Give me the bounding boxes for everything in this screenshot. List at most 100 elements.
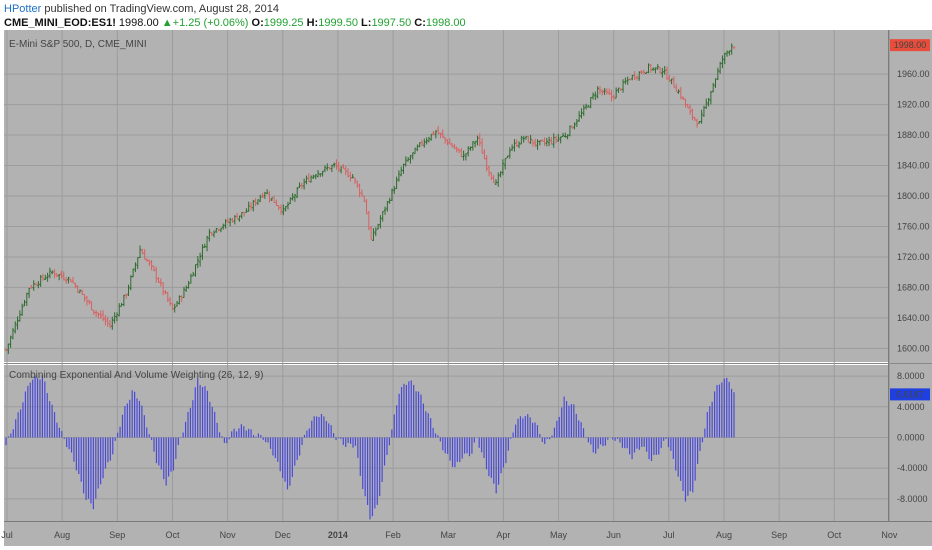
- candle: [261, 192, 264, 199]
- candle: [166, 292, 169, 302]
- candle: [51, 270, 54, 275]
- candle: [256, 199, 260, 205]
- candle: [349, 171, 352, 182]
- candle: [714, 78, 717, 88]
- candle: [554, 135, 558, 144]
- candle: [351, 174, 354, 179]
- candle: [640, 70, 643, 75]
- candle: [584, 103, 588, 110]
- candle: [441, 129, 444, 139]
- candle: [566, 134, 569, 140]
- candle: [62, 271, 65, 281]
- candle: [707, 97, 710, 107]
- candle: [76, 285, 79, 293]
- symbol-label[interactable]: CME_MINI_EOD:ES1!: [4, 17, 116, 29]
- candle: [520, 135, 523, 145]
- candle: [638, 71, 641, 81]
- candle: [471, 141, 475, 151]
- candle: [222, 223, 225, 230]
- time-axis-panel[interactable]: [4, 522, 932, 546]
- oscillator-axis-ticks: -8.0000 -4.0000 0.0000 4.0000 8.0000: [897, 371, 928, 504]
- candle: [728, 50, 731, 56]
- price-axis-panel[interactable]: [888, 30, 932, 521]
- candle: [275, 199, 278, 207]
- time-axis-ticks: Jul Aug Sep Oct Nov Dec 2014 Feb Mar Apr May Jun Jul…: [1, 530, 898, 540]
- last-price: 1998.00: [118, 17, 159, 29]
- candle: [101, 310, 105, 322]
- candle: [252, 199, 255, 212]
- candle: [487, 166, 491, 177]
- author-link[interactable]: HPotter: [4, 3, 42, 15]
- candle: [557, 134, 560, 142]
- candle: [74, 282, 77, 289]
- last-oscillator-tag-text: 5.6187: [896, 389, 924, 399]
- candle: [397, 170, 401, 182]
- candle: [337, 162, 340, 173]
- candle: [9, 335, 12, 348]
- oscillator-pane[interactable]: [4, 365, 888, 521]
- candle: [143, 249, 146, 260]
- candle: [108, 319, 112, 329]
- high-value: 1999.50: [318, 17, 358, 29]
- candle: [663, 65, 666, 75]
- candle: [314, 174, 317, 180]
- time-tick-label: 2014: [328, 530, 348, 540]
- candle: [39, 275, 42, 287]
- candle: [369, 226, 373, 240]
- candle: [420, 139, 424, 147]
- candle: [374, 227, 377, 237]
- open-label: O:: [251, 17, 264, 29]
- chart-canvas[interactable]: 1600.00 1640.00 1680.00 1720.00 1760.00 1800.…: [0, 30, 932, 550]
- time-tick-label: May: [550, 530, 568, 540]
- time-tick-label: Feb: [385, 530, 401, 540]
- candle: [644, 71, 648, 75]
- candle: [561, 132, 565, 138]
- candle: [69, 278, 72, 283]
- price-tick-label: 1680.00: [897, 282, 930, 292]
- price-tick-label: 1840.00: [897, 161, 930, 171]
- candle: [681, 96, 685, 100]
- candle: [245, 208, 248, 213]
- candle: [233, 215, 236, 225]
- candle: [411, 152, 414, 160]
- candle: [386, 200, 389, 212]
- candle: [589, 97, 592, 109]
- price-axis-ticks: 1600.00 1640.00 1680.00 1720.00 1760.00 1800.…: [897, 69, 930, 353]
- candle: [270, 197, 273, 201]
- candle: [573, 122, 576, 130]
- candle: [298, 182, 301, 188]
- candle: [332, 162, 336, 168]
- candle: [319, 173, 322, 177]
- oscillator-histogram: [5, 375, 735, 520]
- candle: [608, 88, 611, 95]
- candle: [497, 172, 500, 187]
- candle: [180, 295, 183, 303]
- candle: [277, 205, 280, 211]
- price-tick-label: 1800.00: [897, 191, 930, 201]
- candle: [302, 178, 306, 190]
- candle: [679, 86, 683, 100]
- candle: [356, 180, 359, 188]
- candle: [469, 146, 472, 151]
- candle: [515, 139, 518, 147]
- candle: [365, 199, 368, 215]
- time-tick-label: Aug: [716, 530, 732, 540]
- candle: [25, 292, 28, 306]
- candle: [524, 136, 528, 140]
- oscillator-tick-label: -4.0000: [897, 463, 928, 473]
- candle: [182, 286, 186, 298]
- candle: [127, 284, 130, 297]
- candle: [238, 215, 241, 222]
- candle: [161, 282, 165, 296]
- candle: [506, 155, 509, 159]
- candle: [90, 301, 93, 311]
- price-tick-label: 1880.00: [897, 130, 930, 140]
- candle: [168, 296, 172, 306]
- candle: [145, 258, 149, 262]
- candle: [34, 282, 38, 286]
- candle: [686, 103, 689, 109]
- candle: [395, 176, 398, 189]
- candle: [670, 78, 673, 85]
- candle: [501, 159, 505, 176]
- candle: [296, 187, 299, 199]
